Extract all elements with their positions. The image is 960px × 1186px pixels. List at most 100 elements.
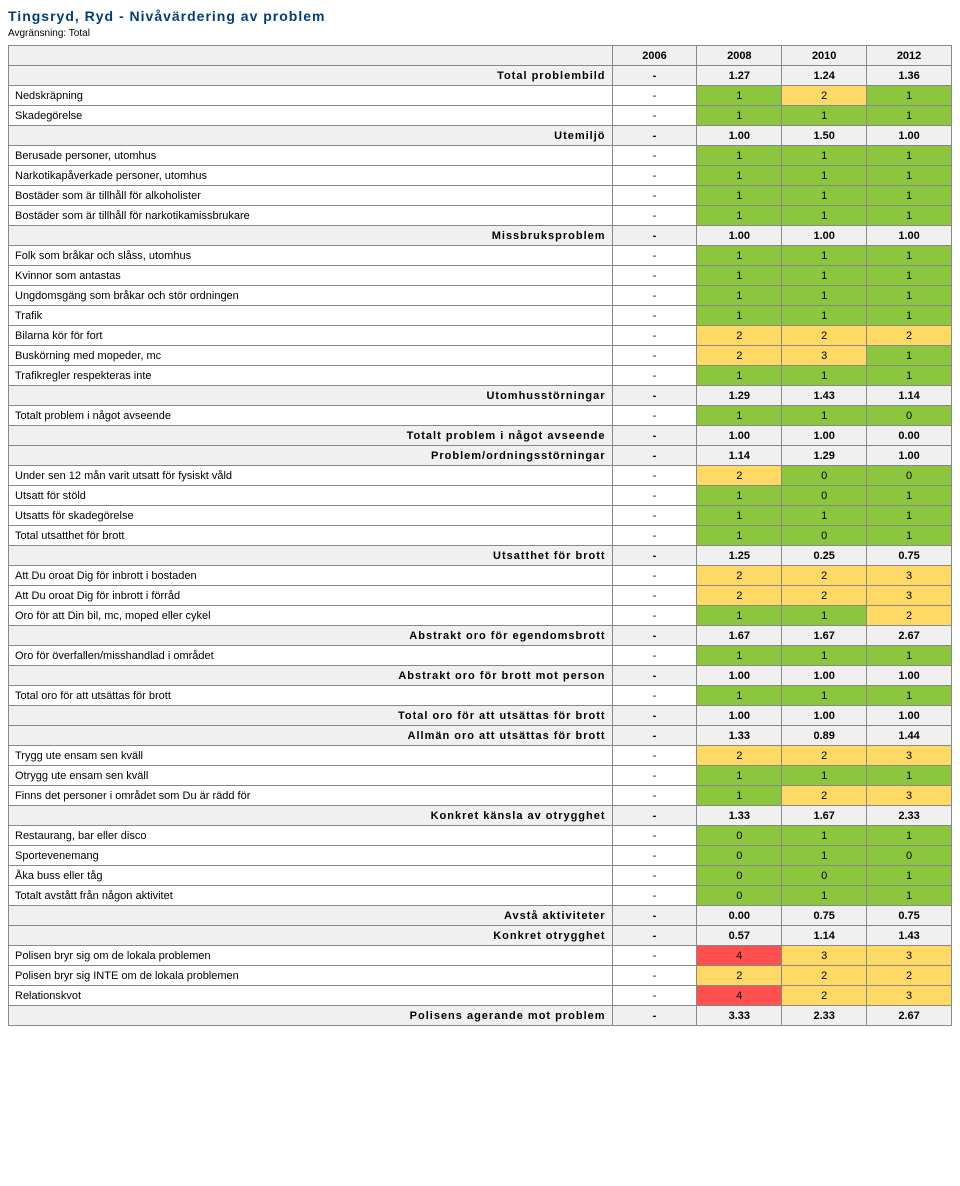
row-value: 2 bbox=[782, 966, 867, 986]
row-value: - bbox=[612, 506, 697, 526]
row-value: 0 bbox=[867, 406, 952, 426]
row-value: 1 bbox=[867, 346, 952, 366]
row-label: Polisen bryr sig INTE om de lokala probl… bbox=[9, 966, 613, 986]
row-value: 1 bbox=[782, 506, 867, 526]
row-value: 1 bbox=[697, 266, 782, 286]
row-value: 1 bbox=[782, 306, 867, 326]
row-value: 1.00 bbox=[697, 426, 782, 446]
row-value: 2 bbox=[782, 986, 867, 1006]
row-value: 2 bbox=[697, 746, 782, 766]
row-value: 1 bbox=[867, 866, 952, 886]
row-value: 0 bbox=[867, 846, 952, 866]
row-value: 0 bbox=[697, 846, 782, 866]
row-value: 1 bbox=[782, 606, 867, 626]
row-label: Buskörning med mopeder, mc bbox=[9, 346, 613, 366]
header-row: 2006 2008 2010 2012 bbox=[9, 46, 952, 66]
row-label: Sportevenemang bbox=[9, 846, 613, 866]
row-label: Totalt avstått från någon aktivitet bbox=[9, 886, 613, 906]
row-label: Under sen 12 mån varit utsatt för fysisk… bbox=[9, 466, 613, 486]
table-row: Totalt avstått från någon aktivitet-011 bbox=[9, 886, 952, 906]
row-value: 3.33 bbox=[697, 1006, 782, 1026]
row-value: 1 bbox=[782, 886, 867, 906]
row-value: 1 bbox=[697, 206, 782, 226]
row-label: Abstrakt oro för brott mot person bbox=[9, 666, 613, 686]
row-value: 0 bbox=[867, 466, 952, 486]
header-year-3: 2012 bbox=[867, 46, 952, 66]
row-value: 2 bbox=[697, 346, 782, 366]
row-label: Oro för överfallen/misshandlad i området bbox=[9, 646, 613, 666]
row-value: - bbox=[612, 1006, 697, 1026]
row-value: - bbox=[612, 386, 697, 406]
table-row: Trafikregler respekteras inte-111 bbox=[9, 366, 952, 386]
header-year-0: 2006 bbox=[612, 46, 697, 66]
row-value: 0 bbox=[782, 466, 867, 486]
row-value: 1.29 bbox=[697, 386, 782, 406]
section-row: Konkret otrygghet-0.571.141.43 bbox=[9, 926, 952, 946]
row-value: 0.75 bbox=[867, 546, 952, 566]
row-label: Folk som bråkar och slåss, utomhus bbox=[9, 246, 613, 266]
row-label: Att Du oroat Dig för inbrott i förråd bbox=[9, 586, 613, 606]
row-label: Åka buss eller tåg bbox=[9, 866, 613, 886]
row-value: 1 bbox=[867, 686, 952, 706]
table-row: Bilarna kör för fort-222 bbox=[9, 326, 952, 346]
table-row: Total oro för att utsättas för brott-111 bbox=[9, 686, 952, 706]
row-value: - bbox=[612, 886, 697, 906]
row-value: 1.67 bbox=[782, 806, 867, 826]
row-value: 0.25 bbox=[782, 546, 867, 566]
row-value: 1 bbox=[697, 246, 782, 266]
table-row: Bostäder som är tillhåll för alkoholiste… bbox=[9, 186, 952, 206]
row-value: 1.14 bbox=[697, 446, 782, 466]
row-value: 1.24 bbox=[782, 66, 867, 86]
row-value: 1 bbox=[697, 786, 782, 806]
row-value: 1.67 bbox=[782, 626, 867, 646]
table-row: Berusade personer, utomhus-111 bbox=[9, 146, 952, 166]
row-value: - bbox=[612, 226, 697, 246]
row-value: - bbox=[612, 946, 697, 966]
table-row: Total utsatthet för brott-101 bbox=[9, 526, 952, 546]
row-value: 3 bbox=[867, 986, 952, 1006]
row-value: 1.33 bbox=[697, 806, 782, 826]
row-label: Allmän oro att utsättas för brott bbox=[9, 726, 613, 746]
table-row: Kvinnor som antastas-111 bbox=[9, 266, 952, 286]
row-value: 1 bbox=[782, 366, 867, 386]
row-value: 2 bbox=[782, 586, 867, 606]
row-label: Skadegörelse bbox=[9, 106, 613, 126]
row-value: 0 bbox=[697, 866, 782, 886]
row-value: 1 bbox=[782, 286, 867, 306]
table-row: Polisen bryr sig INTE om de lokala probl… bbox=[9, 966, 952, 986]
row-value: 1 bbox=[782, 266, 867, 286]
row-value: 3 bbox=[867, 746, 952, 766]
row-value: - bbox=[612, 246, 697, 266]
row-value: 0.57 bbox=[697, 926, 782, 946]
row-value: 1 bbox=[782, 686, 867, 706]
row-value: - bbox=[612, 866, 697, 886]
row-value: 1.33 bbox=[697, 726, 782, 746]
row-value: - bbox=[612, 346, 697, 366]
row-value: 2 bbox=[697, 566, 782, 586]
row-value: - bbox=[612, 66, 697, 86]
table-row: Totalt problem i något avseende-110 bbox=[9, 406, 952, 426]
section-row: Total oro för att utsättas för brott-1.0… bbox=[9, 706, 952, 726]
row-label: Berusade personer, utomhus bbox=[9, 146, 613, 166]
row-value: 1 bbox=[697, 146, 782, 166]
section-row: Abstrakt oro för egendomsbrott-1.671.672… bbox=[9, 626, 952, 646]
section-row: Problem/ordningsstörningar-1.141.291.00 bbox=[9, 446, 952, 466]
table-row: Bostäder som är tillhåll för narkotikami… bbox=[9, 206, 952, 226]
section-row: Avstå aktiviteter-0.000.750.75 bbox=[9, 906, 952, 926]
row-value: - bbox=[612, 186, 697, 206]
row-value: 1.36 bbox=[867, 66, 952, 86]
row-value: 1 bbox=[782, 246, 867, 266]
row-value: 1.14 bbox=[782, 926, 867, 946]
row-value: 2 bbox=[782, 786, 867, 806]
row-value: - bbox=[612, 86, 697, 106]
header-blank bbox=[9, 46, 613, 66]
row-value: 1 bbox=[697, 686, 782, 706]
row-value: 0 bbox=[697, 826, 782, 846]
row-value: - bbox=[612, 706, 697, 726]
row-value: 1 bbox=[867, 106, 952, 126]
row-value: 1 bbox=[697, 186, 782, 206]
section-row: Utemiljö-1.001.501.00 bbox=[9, 126, 952, 146]
row-value: - bbox=[612, 286, 697, 306]
row-value: - bbox=[612, 426, 697, 446]
row-value: 1.43 bbox=[867, 926, 952, 946]
